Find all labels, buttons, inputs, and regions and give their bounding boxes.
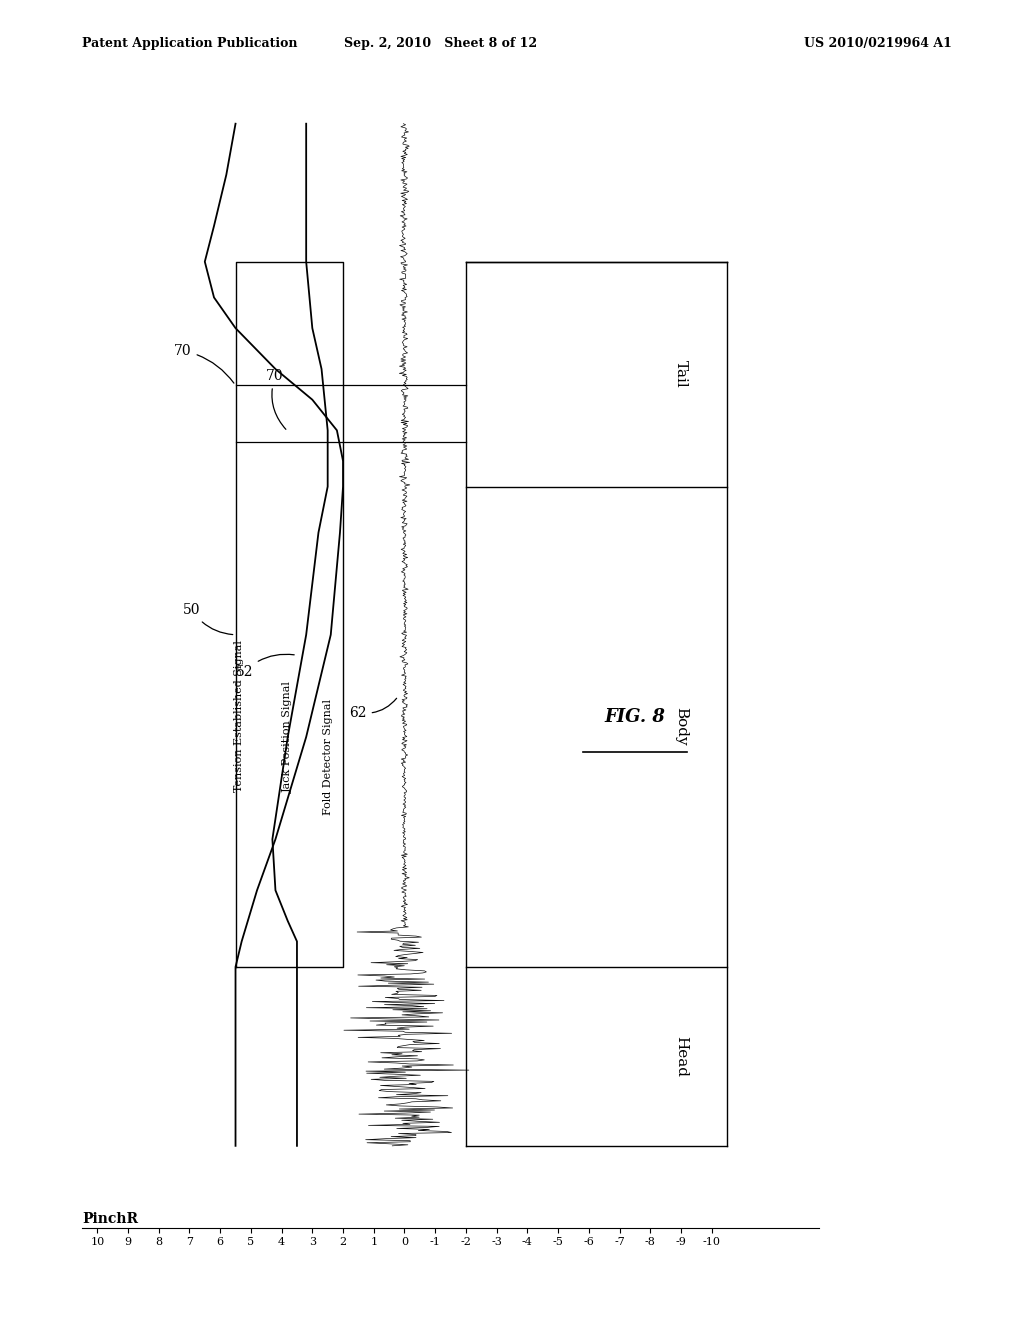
Text: FIG. 8: FIG. 8: [604, 708, 666, 726]
Text: Body: Body: [674, 708, 688, 746]
Text: 52: 52: [236, 655, 294, 678]
Text: Tail: Tail: [674, 360, 688, 388]
Text: US 2010/0219964 A1: US 2010/0219964 A1: [805, 37, 952, 50]
Text: Tension Established Signal: Tension Established Signal: [233, 640, 244, 792]
Text: Patent Application Publication: Patent Application Publication: [82, 37, 297, 50]
Text: Head: Head: [674, 1036, 688, 1077]
Text: Fold Detector Signal: Fold Detector Signal: [323, 700, 333, 816]
Text: 70: 70: [266, 370, 286, 429]
Text: 50: 50: [183, 603, 232, 635]
Text: 62: 62: [349, 698, 396, 719]
Text: Sep. 2, 2010   Sheet 8 of 12: Sep. 2, 2010 Sheet 8 of 12: [344, 37, 537, 50]
Text: PinchR: PinchR: [82, 1212, 138, 1226]
Text: Jack Position Signal: Jack Position Signal: [283, 681, 293, 793]
Text: 70: 70: [174, 343, 233, 383]
